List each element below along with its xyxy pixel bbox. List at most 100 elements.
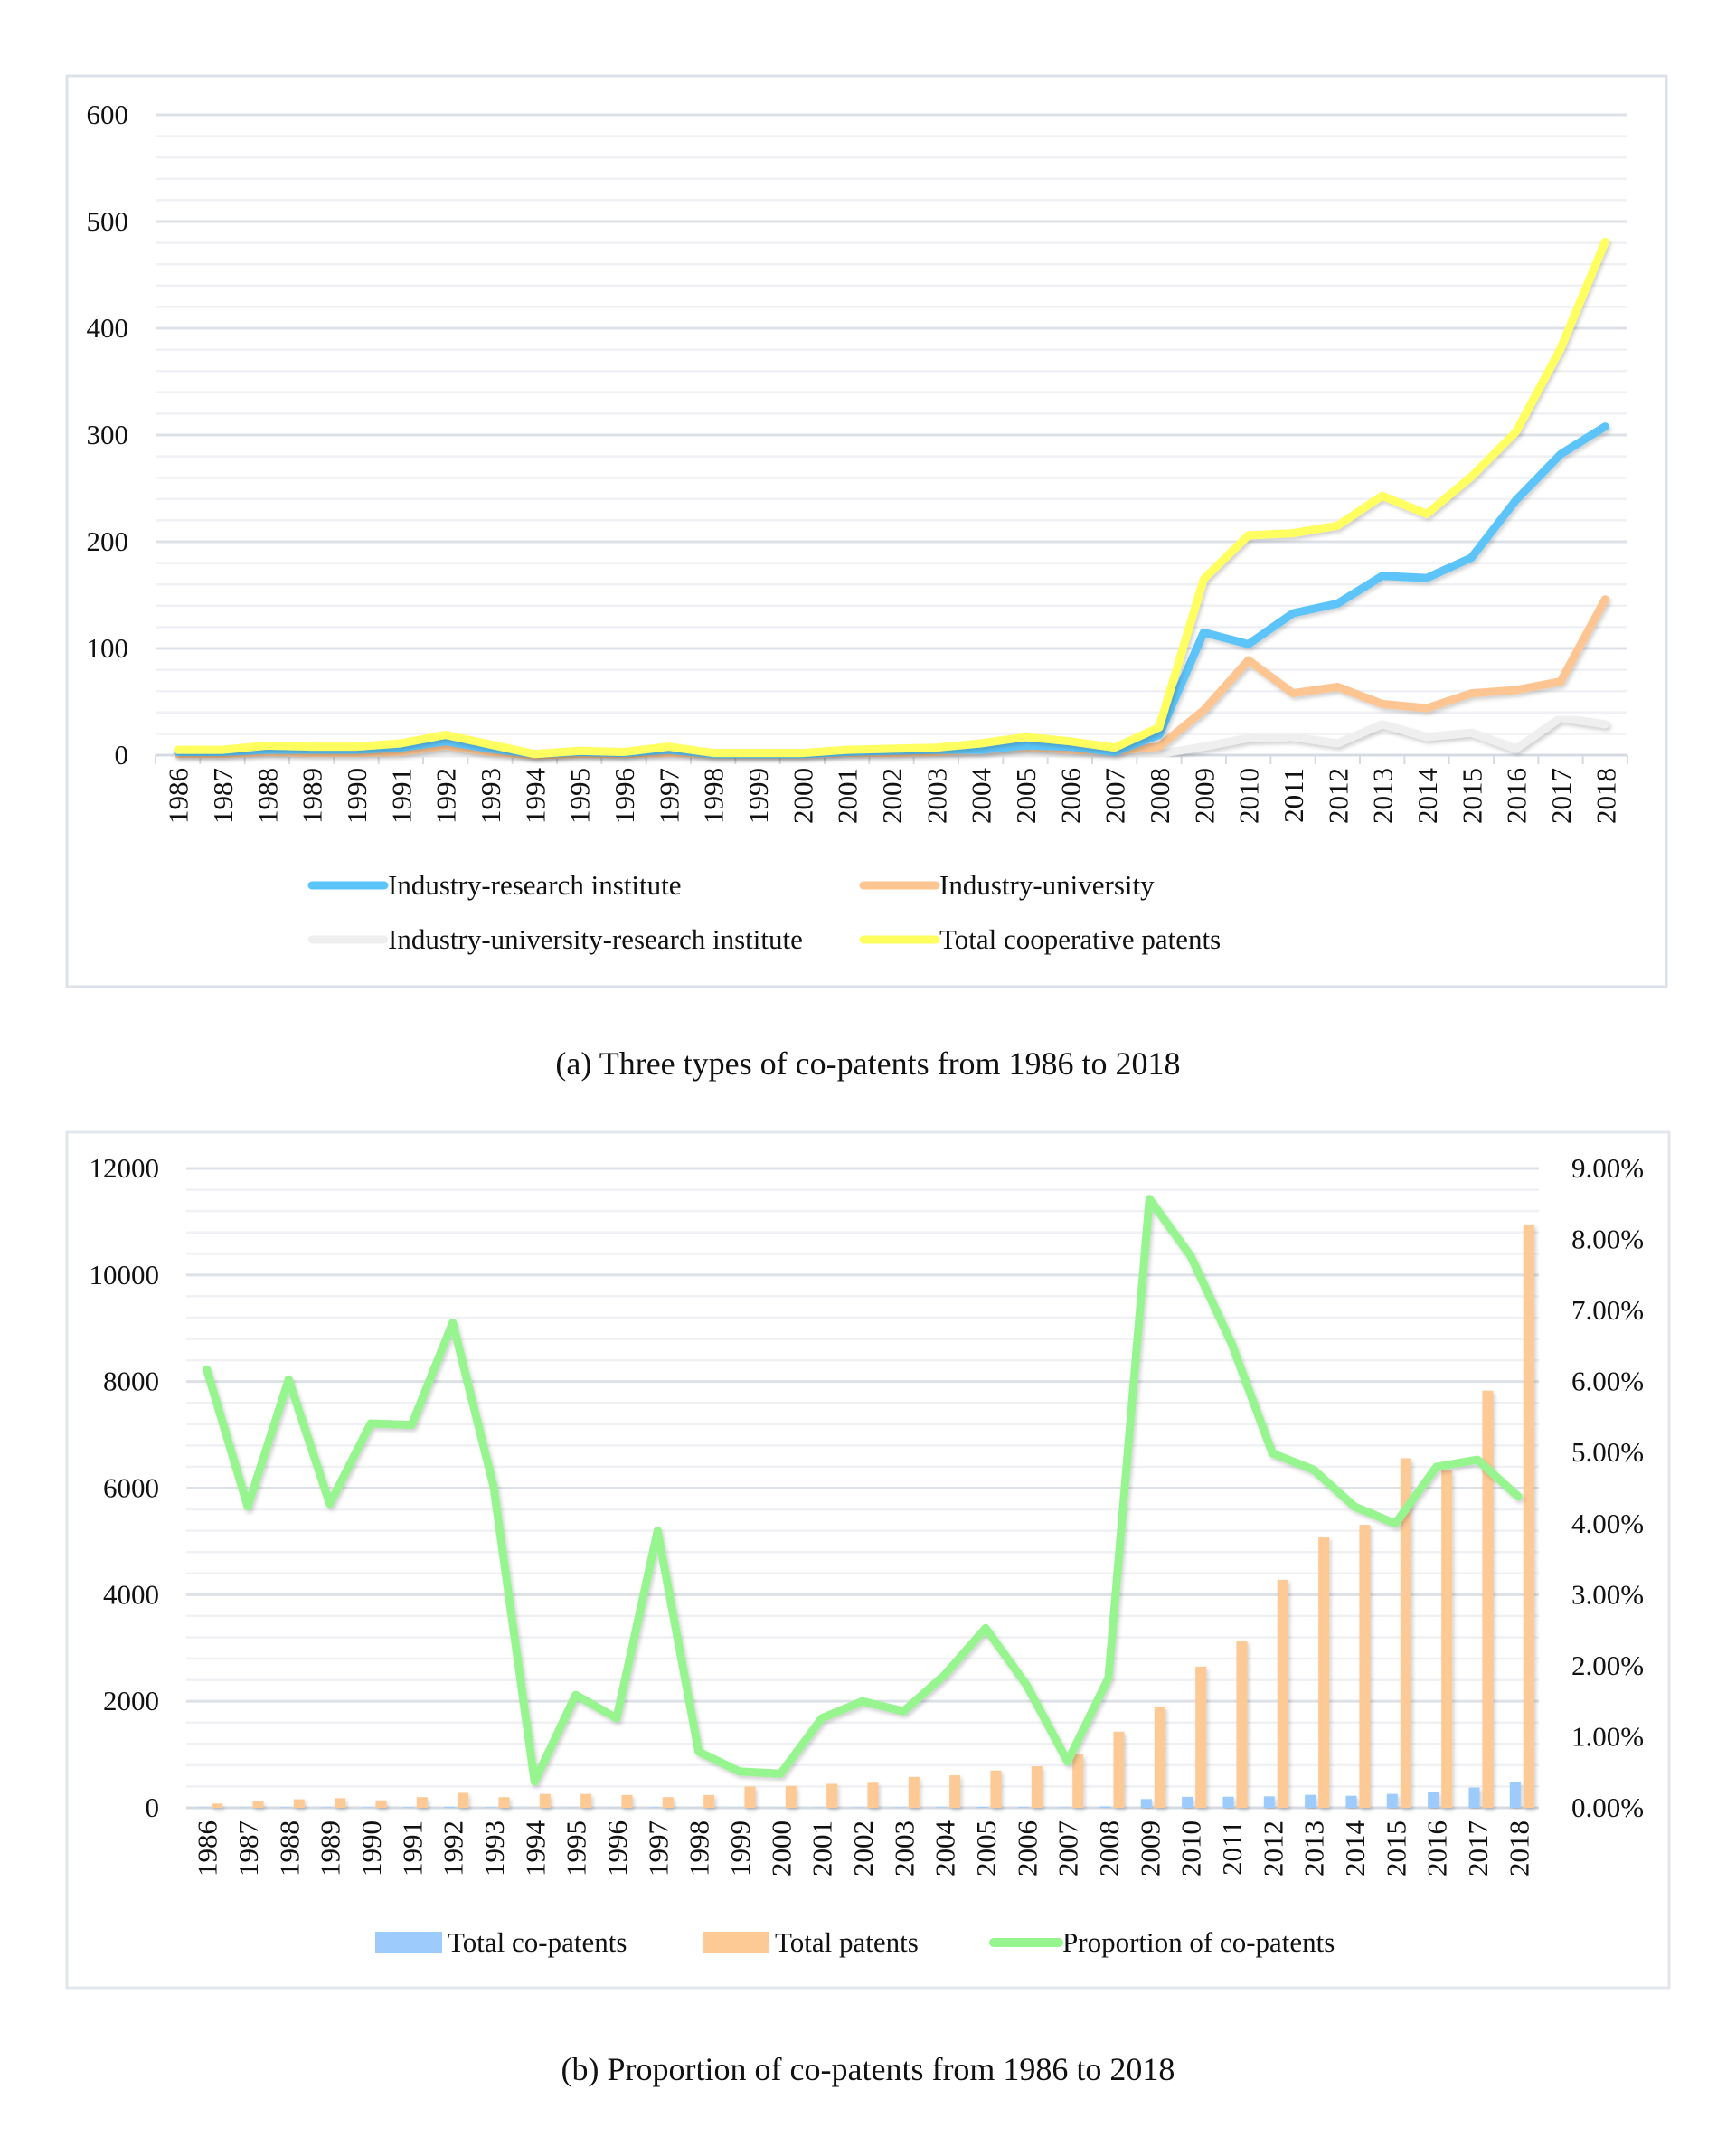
x-tick-label: 1991 <box>385 768 417 824</box>
x-tick-label: 2009 <box>1134 1820 1165 1877</box>
chart-b-x-axis: 1986 1987 1988 1989 1990 1991 1992 1993 1994 1995… <box>186 1806 1539 1877</box>
chart-a-caption: (a) Three types of co-patents from 1986 … <box>555 1045 1180 1082</box>
x-tick-label: 2017 <box>1545 768 1577 824</box>
x-tick-label: 2010 <box>1233 768 1265 824</box>
legend-label: Industry-university-research institute <box>388 923 803 955</box>
bar <box>990 1770 1002 1808</box>
x-tick-label: 1997 <box>653 768 684 824</box>
x-tick-label: 2013 <box>1367 768 1399 824</box>
y-tick-label: 100 <box>87 632 129 664</box>
bar-series-total-patents <box>212 1224 1534 1808</box>
y2-tick-label: 9.00% <box>1571 1152 1644 1184</box>
x-tick-label: 2008 <box>1144 768 1175 824</box>
y2-tick-label: 5.00% <box>1571 1436 1644 1468</box>
y2-tick-label: 7.00% <box>1571 1294 1644 1326</box>
chart-b-frame <box>65 1130 1671 1990</box>
bar <box>1318 1537 1330 1808</box>
chart-b-gridlines <box>186 1167 1539 1788</box>
x-tick-label: 1986 <box>163 768 194 824</box>
x-tick-label: 2003 <box>920 768 952 824</box>
legend-item: Industry-research institute <box>307 869 682 901</box>
x-tick-label: 2007 <box>1052 1820 1084 1877</box>
x-tick-label: 1992 <box>438 1820 469 1877</box>
bar <box>416 1797 428 1808</box>
x-tick-label: 1998 <box>698 768 730 824</box>
x-tick-label: 2012 <box>1322 768 1354 824</box>
x-tick-label: 2000 <box>787 768 818 824</box>
bar <box>458 1792 469 1808</box>
chart-a-gridlines <box>156 113 1628 735</box>
legend-label: Industry-university <box>939 869 1155 901</box>
y-tick-label: 200 <box>87 525 129 557</box>
x-tick-label: 2004 <box>929 1820 961 1877</box>
legend-label: Total patents <box>775 1926 919 1958</box>
x-tick-label: 1989 <box>315 1820 346 1877</box>
chart-b-line <box>203 1195 1523 1786</box>
legend-label: Total co-patents <box>448 1926 627 1958</box>
bar <box>293 1799 305 1808</box>
bar <box>662 1797 674 1808</box>
bar <box>279 1807 291 1808</box>
bar <box>1154 1707 1165 1808</box>
legend-item: Proportion of co-patents <box>989 1926 1335 1958</box>
bar <box>335 1798 346 1808</box>
bar <box>1236 1641 1248 1808</box>
bar <box>444 1806 456 1808</box>
x-tick-label: 2006 <box>1054 768 1086 824</box>
bar <box>498 1797 510 1808</box>
bar <box>1099 1806 1111 1808</box>
bar <box>1222 1796 1234 1808</box>
legend-swatch <box>703 1932 769 1953</box>
x-tick-label: 1993 <box>478 1820 510 1877</box>
chart-a-x-axis: 1986 1987 1988 1989 1990 1991 1992 1993 1994 1995… <box>155 753 1628 824</box>
bar <box>1386 1793 1398 1808</box>
bar <box>1072 1754 1084 1808</box>
y2-tick-label: 2.00% <box>1571 1650 1644 1681</box>
x-tick-label: 2011 <box>1216 1820 1248 1876</box>
bar <box>703 1794 715 1808</box>
y-tick-label: 500 <box>87 205 129 237</box>
legend-item: Industry-university-research institute <box>307 923 803 955</box>
bar <box>1441 1470 1453 1808</box>
x-tick-label: 2008 <box>1093 1820 1125 1877</box>
x-tick-label: 2013 <box>1298 1820 1330 1877</box>
y2-tick-label: 8.00% <box>1571 1224 1644 1255</box>
y2-tick-label: 6.00% <box>1571 1366 1644 1397</box>
x-tick-label: 2003 <box>888 1820 920 1877</box>
bar <box>1017 1807 1029 1808</box>
bar <box>212 1803 223 1808</box>
chart-b-caption: (b) Proportion of co-patents from 1986 t… <box>561 2051 1175 2087</box>
bar <box>485 1807 496 1808</box>
x-tick-label: 2015 <box>1380 1820 1411 1877</box>
bar <box>908 1776 920 1808</box>
bar <box>1509 1782 1521 1808</box>
bar <box>1400 1458 1411 1808</box>
x-tick-label: 2011 <box>1278 768 1309 823</box>
x-tick-label: 2005 <box>970 1820 1002 1877</box>
series-line <box>203 1195 1523 1786</box>
y-tick-label: 300 <box>87 419 129 450</box>
x-tick-label: 2009 <box>1188 768 1220 824</box>
chart-a-legend: Industry-research institute Industry-univ… <box>307 869 1221 955</box>
x-tick-label: 2005 <box>1010 768 1042 824</box>
y-tick-label: 600 <box>87 99 129 130</box>
x-tick-label: 1998 <box>684 1820 715 1877</box>
y-tick-label: 0 <box>115 739 129 771</box>
bar <box>1359 1525 1371 1808</box>
x-tick-label: 2002 <box>847 1820 879 1877</box>
x-tick-label: 1989 <box>297 768 328 824</box>
x-tick-label: 2018 <box>1590 768 1621 824</box>
y-tick-label: 12000 <box>90 1152 160 1184</box>
bar <box>949 1775 961 1808</box>
x-tick-label: 1988 <box>251 768 283 824</box>
series-total-cooperative-patents <box>174 237 1609 759</box>
bar <box>1428 1792 1439 1808</box>
chart-a-three-types-of-co-patents: 0 100 200 300 400 500 600 1986 1987 1988 1989 1990… <box>65 74 1668 1082</box>
x-tick-label: 1990 <box>341 768 373 824</box>
bar <box>539 1793 551 1808</box>
bar <box>1345 1795 1357 1808</box>
bar-series-total-co-patents <box>198 1782 1521 1808</box>
chart-a-series <box>174 237 1609 760</box>
bar <box>1482 1390 1494 1808</box>
